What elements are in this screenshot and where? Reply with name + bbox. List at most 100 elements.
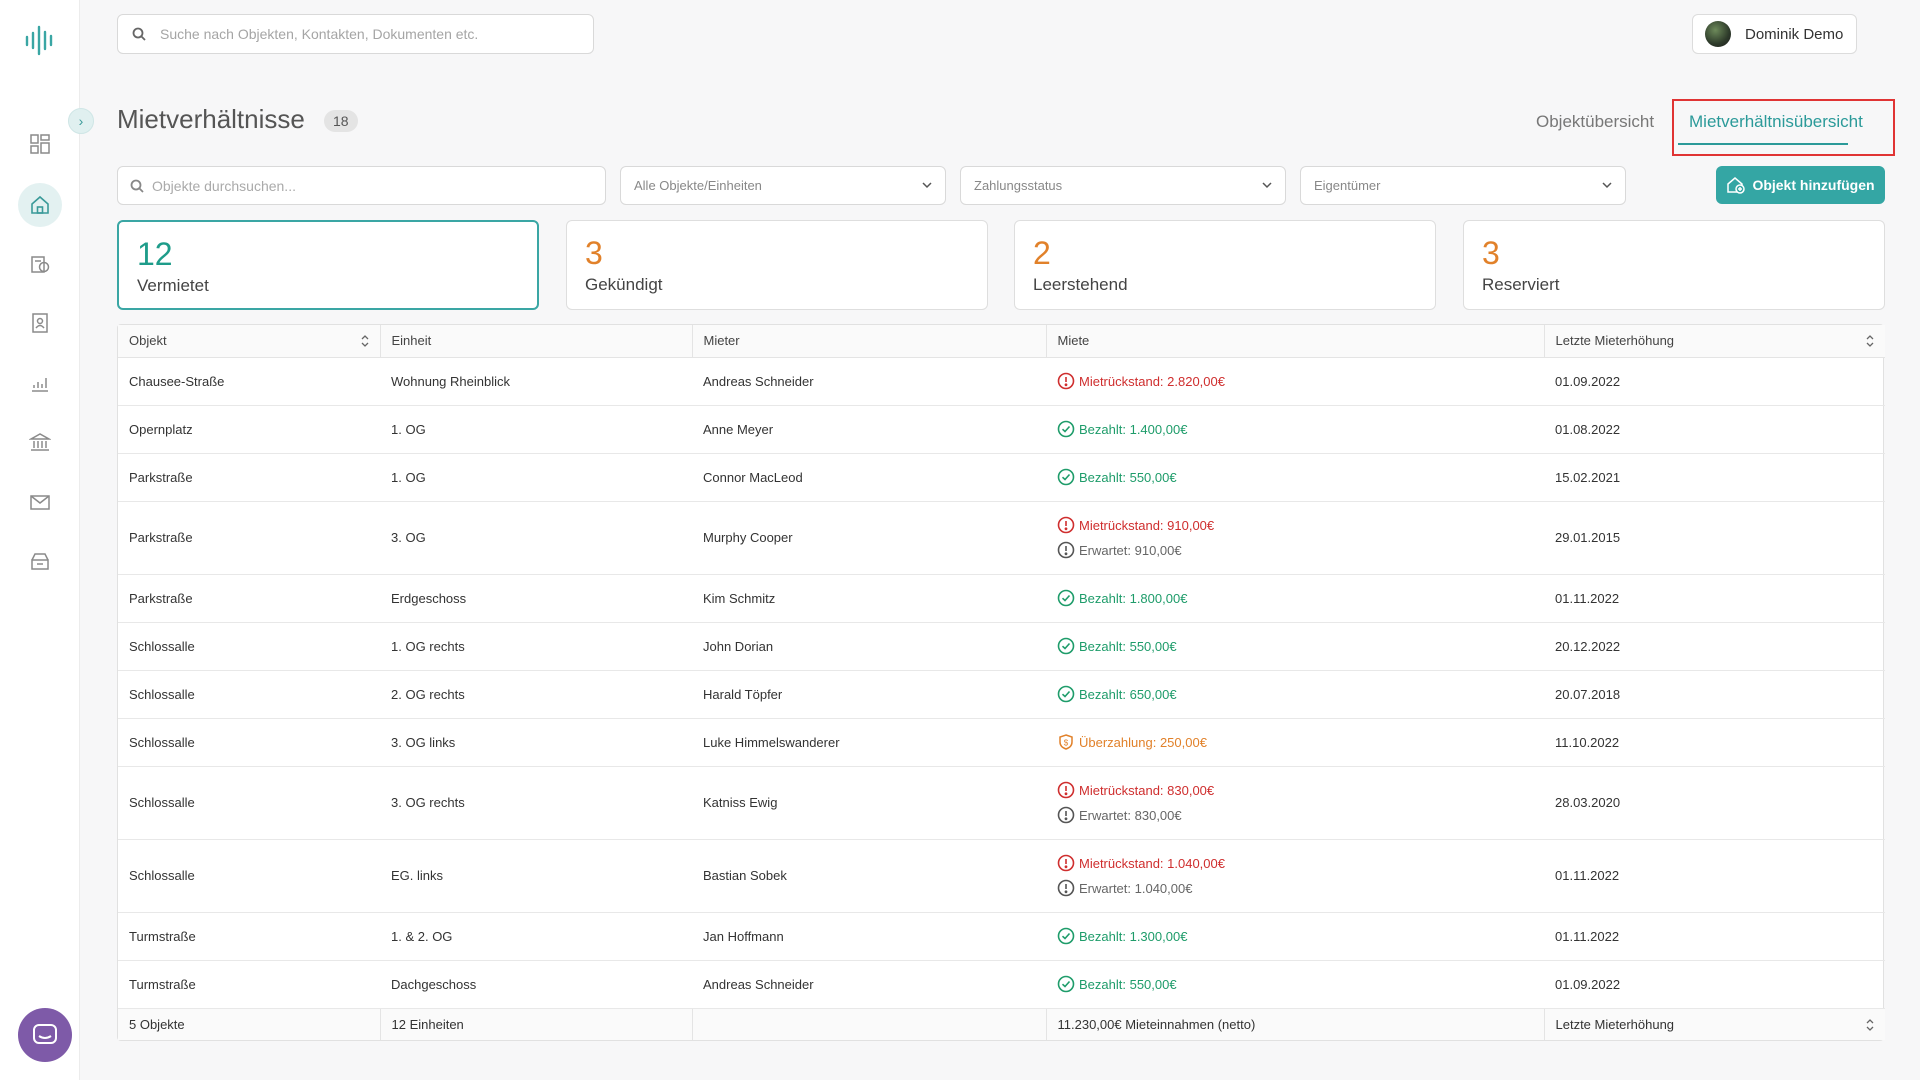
nav-archive[interactable] bbox=[18, 539, 62, 583]
cell-objekt: Schlossalle bbox=[118, 670, 380, 719]
global-search-input[interactable] bbox=[160, 26, 560, 42]
nav-messages[interactable] bbox=[18, 480, 62, 524]
footer-last-increase[interactable]: Letzte Mieterhöhung bbox=[1544, 1008, 1885, 1040]
column-header-einheit[interactable]: Einheit bbox=[380, 325, 693, 358]
rent-status-text: Bezahlt: 1.800,00€ bbox=[1079, 590, 1188, 606]
chat-icon bbox=[33, 1024, 57, 1044]
table-row[interactable]: Schlossalle 3. OG rechts Katniss Ewig Mietr… bbox=[118, 766, 1885, 840]
user-menu[interactable]: Dominik Demo bbox=[1692, 14, 1857, 54]
logo-icon[interactable] bbox=[24, 24, 56, 56]
table-row[interactable]: Schlossalle EG. links Bastian Sobek Mietrüc… bbox=[118, 839, 1885, 913]
stat-card-vermietet[interactable]: 12 Vermietet bbox=[117, 220, 539, 310]
add-object-button[interactable]: Objekt hinzufügen bbox=[1716, 166, 1885, 204]
cell-miete: Mietrückstand: 830,00€ Erwartet: 830,00€ bbox=[1046, 766, 1544, 840]
alert-circle-icon bbox=[1057, 372, 1075, 390]
highlight-box bbox=[1672, 99, 1895, 156]
mail-icon bbox=[30, 495, 50, 510]
tab-objektuebersicht[interactable]: Objektübersicht bbox=[1536, 112, 1655, 131]
rent-status: $ Überzahlung: 250,00€ bbox=[1057, 730, 1544, 755]
info-circle-icon bbox=[1057, 541, 1075, 559]
add-home-icon bbox=[1727, 177, 1746, 194]
stat-card-reserviert[interactable]: 3 Reserviert bbox=[1463, 220, 1885, 310]
sort-icon[interactable] bbox=[1865, 333, 1875, 349]
table-row[interactable]: Turmstraße Dachgeschoss Andreas Schneider B… bbox=[118, 960, 1885, 1009]
table-row[interactable]: Parkstraße 1. OG Connor MacLeod Bezahlt: 55… bbox=[118, 453, 1885, 502]
rent-status: Erwartet: 830,00€ bbox=[1057, 803, 1544, 828]
table-row[interactable]: Schlossalle 3. OG links Luke Himmelswander… bbox=[118, 718, 1885, 767]
count-badge: 18 bbox=[324, 110, 358, 132]
table-row[interactable]: Parkstraße 3. OG Murphy Cooper Mietrückstan… bbox=[118, 501, 1885, 575]
table-row[interactable]: Opernplatz 1. OG Anne Meyer Bezahlt: 1.400,… bbox=[118, 405, 1885, 454]
rent-status-text: Erwartet: 1.040,00€ bbox=[1079, 880, 1193, 896]
cell-letzte-mieterhoehung: 28.03.2020 bbox=[1544, 766, 1885, 840]
sort-icon[interactable] bbox=[1865, 1017, 1875, 1033]
payment-status-select[interactable]: Zahlungsstatus bbox=[960, 166, 1286, 205]
rent-status: Erwartet: 1.040,00€ bbox=[1057, 876, 1544, 901]
rent-status: Mietrückstand: 2.820,00€ bbox=[1057, 369, 1544, 394]
nav-reports[interactable] bbox=[18, 361, 62, 405]
nav-bank[interactable] bbox=[18, 420, 62, 464]
payment-status-select-value: Zahlungsstatus bbox=[974, 178, 1063, 193]
cell-einheit: 3. OG links bbox=[380, 718, 692, 767]
check-circle-icon bbox=[1057, 927, 1075, 945]
table-row[interactable]: Parkstraße Erdgeschoss Kim Schmitz Bezahlt:… bbox=[118, 574, 1885, 623]
stat-card-leerstehend[interactable]: 2 Leerstehend bbox=[1014, 220, 1436, 310]
nav-dashboard[interactable] bbox=[18, 122, 62, 166]
cell-einheit: Dachgeschoss bbox=[380, 960, 692, 1009]
table-row[interactable]: Turmstraße 1. & 2. OG Jan Hoffmann Bezahlt:… bbox=[118, 912, 1885, 961]
table-row[interactable]: Schlossalle 1. OG rechts John Dorian Bezahl… bbox=[118, 622, 1885, 671]
global-search[interactable] bbox=[117, 14, 594, 54]
rent-status: Bezahlt: 1.800,00€ bbox=[1057, 586, 1544, 611]
alert-circle-icon bbox=[1057, 854, 1075, 872]
check-circle-icon bbox=[1057, 637, 1075, 655]
nav-contacts[interactable] bbox=[18, 301, 62, 345]
rent-status: Mietrückstand: 1.040,00€ bbox=[1057, 851, 1544, 876]
nav-objects[interactable] bbox=[18, 183, 62, 227]
stat-value: 3 bbox=[1482, 235, 1500, 271]
search-icon bbox=[130, 179, 144, 193]
cell-objekt: Opernplatz bbox=[118, 405, 380, 454]
footer-empty bbox=[692, 1008, 1047, 1040]
column-header-objekt[interactable]: Objekt bbox=[118, 325, 381, 358]
footer-rent-total: 11.230,00€ Mieteinnahmen (netto) bbox=[1046, 1008, 1545, 1040]
tenancy-table: Objekt Einheit Mieter Miete Letzte Miete… bbox=[117, 324, 1885, 1041]
tab-mietverhaeltnisuebersicht[interactable]: Mietverhältnisübersicht bbox=[1689, 112, 1863, 131]
check-circle-icon bbox=[1057, 685, 1075, 703]
table-row[interactable]: Chausee-Straße Wohnung Rheinblick Andreas … bbox=[118, 357, 1885, 406]
rent-status-text: Bezahlt: 650,00€ bbox=[1079, 686, 1177, 702]
page-title: Mietverhältnisse bbox=[117, 104, 305, 134]
column-header-letzte-mieterhoehung[interactable]: Letzte Mieterhöhung bbox=[1544, 325, 1885, 358]
rent-status-text: Bezahlt: 550,00€ bbox=[1079, 976, 1177, 992]
cell-miete: Bezahlt: 550,00€ bbox=[1046, 453, 1544, 502]
stat-value: 12 bbox=[137, 236, 173, 272]
table-row[interactable]: Schlossalle 2. OG rechts Harald Töpfer Beza… bbox=[118, 670, 1885, 719]
rent-status-text: Mietrückstand: 830,00€ bbox=[1079, 782, 1215, 798]
object-search-input[interactable] bbox=[152, 177, 592, 194]
column-header-miete[interactable]: Miete bbox=[1046, 325, 1545, 358]
column-header-label: Letzte Mieterhöhung bbox=[1555, 333, 1675, 349]
cell-mieter: Andreas Schneider bbox=[692, 960, 1046, 1009]
column-header-mieter[interactable]: Mieter bbox=[692, 325, 1047, 358]
object-search[interactable] bbox=[117, 166, 606, 205]
owner-select[interactable]: Eigentümer bbox=[1300, 166, 1626, 205]
cell-letzte-mieterhoehung: 29.01.2015 bbox=[1544, 501, 1885, 575]
objects-select-value: Alle Objekte/Einheiten bbox=[634, 178, 762, 193]
sidebar-toggle-button[interactable]: › bbox=[68, 108, 94, 134]
cell-miete: Mietrückstand: 1.040,00€ Erwartet: 1.040,… bbox=[1046, 839, 1544, 913]
cell-letzte-mieterhoehung: 20.12.2022 bbox=[1544, 622, 1885, 671]
cell-letzte-mieterhoehung: 01.09.2022 bbox=[1544, 960, 1885, 1009]
sort-icon[interactable] bbox=[360, 333, 370, 349]
cell-einheit: 3. OG bbox=[380, 501, 692, 575]
cell-miete: Bezahlt: 550,00€ bbox=[1046, 960, 1544, 1009]
cell-einheit: 2. OG rechts bbox=[380, 670, 692, 719]
alert-circle-icon bbox=[1057, 516, 1075, 534]
cell-mieter: Kim Schmitz bbox=[692, 574, 1046, 623]
cell-einheit: Erdgeschoss bbox=[380, 574, 692, 623]
chat-button[interactable] bbox=[18, 1008, 72, 1062]
objects-select[interactable]: Alle Objekte/Einheiten bbox=[620, 166, 946, 205]
cell-objekt: Parkstraße bbox=[118, 501, 380, 575]
stat-card-gekuendigt[interactable]: 3 Gekündigt bbox=[566, 220, 988, 310]
cell-mieter: Harald Töpfer bbox=[692, 670, 1046, 719]
nav-payments[interactable] bbox=[18, 242, 62, 286]
rent-status: Bezahlt: 550,00€ bbox=[1057, 634, 1544, 659]
